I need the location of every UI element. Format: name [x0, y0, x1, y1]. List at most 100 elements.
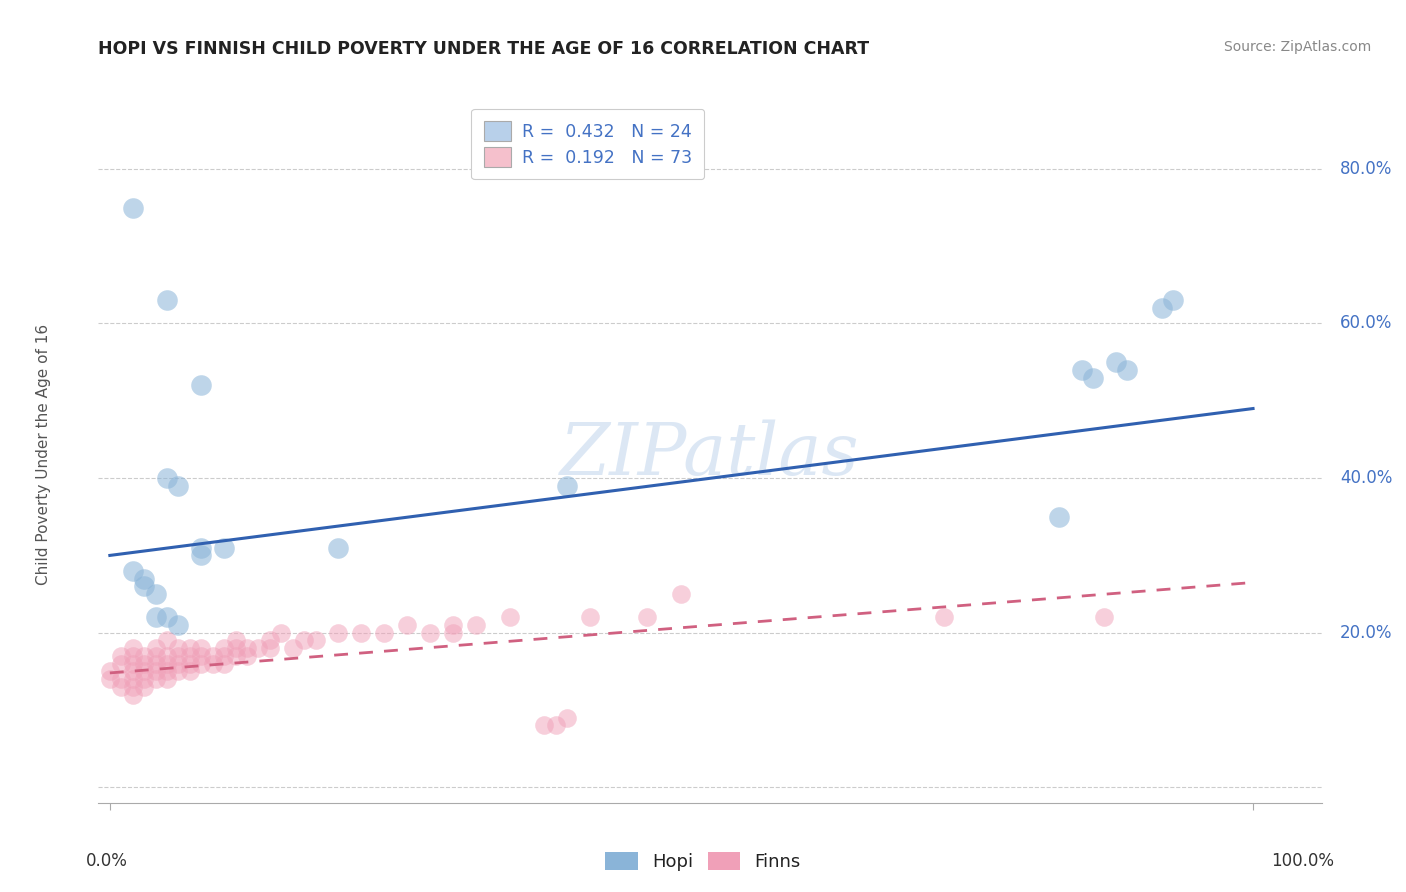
Point — [225, 633, 247, 648]
Point — [156, 665, 179, 679]
Point — [121, 672, 143, 686]
Text: Child Poverty Under the Age of 16: Child Poverty Under the Age of 16 — [37, 325, 51, 585]
Point — [1116, 363, 1139, 377]
Point — [121, 688, 143, 702]
Point — [145, 610, 167, 624]
Point — [190, 657, 212, 671]
Point — [464, 618, 486, 632]
Point — [441, 618, 464, 632]
Point — [373, 625, 395, 640]
Point — [934, 610, 956, 624]
Point — [121, 680, 143, 694]
Point — [121, 564, 143, 578]
Point — [134, 572, 156, 586]
Point — [179, 657, 201, 671]
Point — [671, 587, 693, 601]
Point — [212, 657, 235, 671]
Point — [1094, 610, 1116, 624]
Point — [167, 618, 190, 632]
Point — [179, 665, 201, 679]
Point — [145, 657, 167, 671]
Point — [110, 648, 132, 663]
Text: 0.0%: 0.0% — [86, 852, 128, 870]
Point — [145, 641, 167, 656]
Legend: R =  0.432   N = 24, R =  0.192   N = 73: R = 0.432 N = 24, R = 0.192 N = 73 — [471, 109, 704, 179]
Point — [1081, 370, 1104, 384]
Point — [167, 657, 190, 671]
Point — [259, 633, 281, 648]
Point — [533, 718, 555, 732]
Point — [134, 680, 156, 694]
Point — [98, 665, 121, 679]
Point — [121, 641, 143, 656]
Point — [292, 633, 315, 648]
Point — [121, 648, 143, 663]
Point — [544, 718, 567, 732]
Point — [121, 657, 143, 671]
Point — [134, 672, 156, 686]
Point — [121, 201, 143, 215]
Point — [156, 633, 179, 648]
Text: 80.0%: 80.0% — [1340, 160, 1392, 178]
Point — [110, 672, 132, 686]
Point — [145, 648, 167, 663]
Point — [110, 657, 132, 671]
Point — [259, 641, 281, 656]
Point — [281, 641, 304, 656]
Point — [167, 665, 190, 679]
Point — [134, 579, 156, 593]
Point — [156, 293, 179, 308]
Point — [167, 648, 190, 663]
Point — [636, 610, 658, 624]
Point — [134, 665, 156, 679]
Point — [190, 641, 212, 656]
Point — [156, 610, 179, 624]
Point — [145, 672, 167, 686]
Point — [225, 641, 247, 656]
Point — [156, 672, 179, 686]
Point — [555, 479, 578, 493]
Text: Source: ZipAtlas.com: Source: ZipAtlas.com — [1223, 40, 1371, 54]
Point — [190, 549, 212, 563]
Point — [441, 625, 464, 640]
Point — [419, 625, 441, 640]
Point — [145, 665, 167, 679]
Point — [156, 471, 179, 485]
Point — [1047, 509, 1070, 524]
Point — [190, 378, 212, 392]
Point — [121, 665, 143, 679]
Text: 20.0%: 20.0% — [1340, 624, 1392, 641]
Point — [156, 648, 179, 663]
Point — [145, 587, 167, 601]
Point — [396, 618, 419, 632]
Text: 60.0%: 60.0% — [1340, 315, 1392, 333]
Point — [304, 633, 326, 648]
Point — [247, 641, 270, 656]
Point — [201, 648, 224, 663]
Point — [98, 672, 121, 686]
Text: ZIPatlas: ZIPatlas — [560, 419, 860, 491]
Point — [555, 711, 578, 725]
Point — [236, 641, 259, 656]
Point — [1105, 355, 1128, 369]
Point — [190, 648, 212, 663]
Point — [179, 648, 201, 663]
Point — [190, 541, 212, 555]
Point — [212, 648, 235, 663]
Point — [167, 479, 190, 493]
Point — [499, 610, 522, 624]
Point — [328, 625, 350, 640]
Text: 40.0%: 40.0% — [1340, 469, 1392, 487]
Legend: Hopi, Finns: Hopi, Finns — [598, 845, 808, 879]
Point — [579, 610, 602, 624]
Point — [1161, 293, 1184, 308]
Point — [134, 648, 156, 663]
Point — [212, 641, 235, 656]
Text: HOPI VS FINNISH CHILD POVERTY UNDER THE AGE OF 16 CORRELATION CHART: HOPI VS FINNISH CHILD POVERTY UNDER THE … — [98, 40, 869, 58]
Point — [212, 541, 235, 555]
Point — [156, 657, 179, 671]
Point — [110, 680, 132, 694]
Point — [236, 648, 259, 663]
Point — [328, 541, 350, 555]
Point — [1150, 301, 1173, 315]
